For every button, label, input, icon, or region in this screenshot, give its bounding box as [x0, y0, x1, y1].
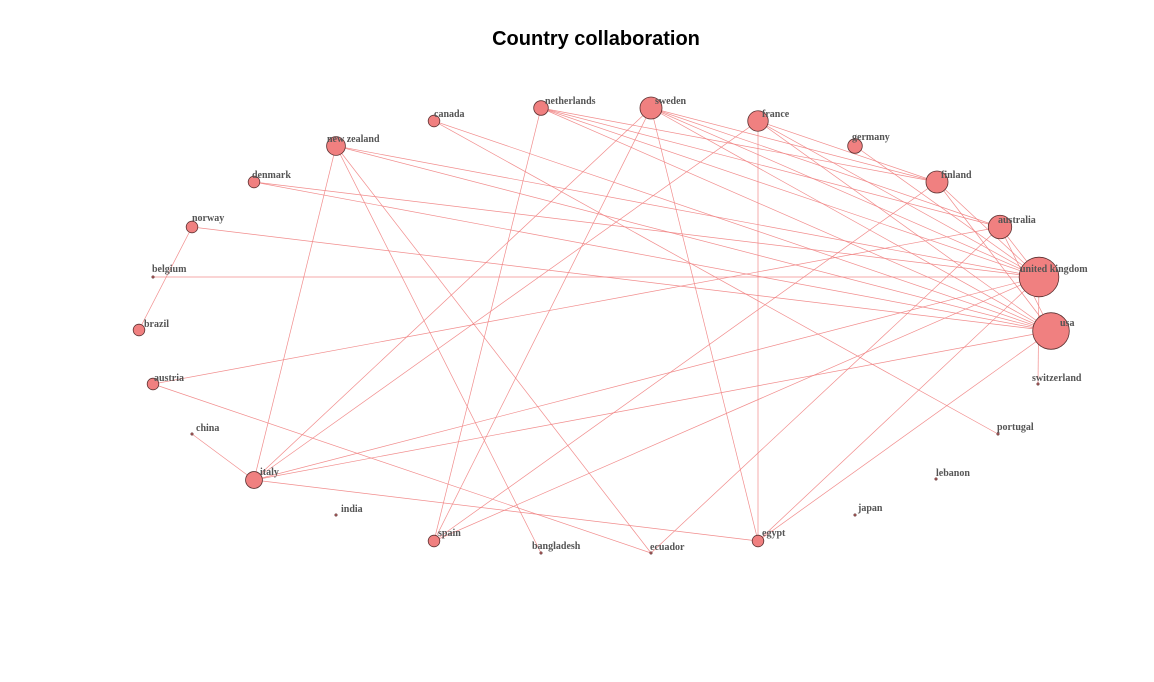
edge-new_zealand-bangladesh [335, 145, 542, 554]
edge-sweden-usa [650, 107, 1052, 332]
edge-usa-norway [191, 226, 1052, 332]
node-netherlands [533, 100, 549, 116]
node-denmark [247, 175, 261, 189]
node-china [190, 432, 194, 436]
node-label-canada: canada [434, 109, 465, 120]
edge-usa-new_zealand [335, 145, 1052, 332]
nodes-layer [132, 96, 1070, 555]
node-label-switzerland: switzerland [1032, 373, 1082, 384]
node-japan [853, 513, 857, 517]
edge-france-italy [253, 120, 759, 481]
edge-netherlands-usa [540, 107, 1052, 332]
edge-new_zealand-italy [253, 145, 337, 481]
node-italy [245, 471, 263, 489]
edge-finland-spain [433, 181, 938, 542]
node-label-new_zealand: new zealand [327, 134, 380, 145]
node-austria [146, 377, 160, 391]
edge-austria-ecuador [152, 383, 652, 554]
edge-sweden-finland [650, 107, 938, 183]
node-label-bangladesh: bangladesh [532, 541, 581, 552]
node-new_zealand [326, 136, 346, 156]
node-india [334, 513, 338, 517]
node-bangladesh [539, 551, 543, 555]
node-label-germany: germany [852, 132, 890, 143]
edge-france-usa [757, 120, 1052, 332]
edge-netherlands-finland [540, 107, 938, 183]
edge-usa-italy [253, 330, 1052, 481]
node-label-belgium: belgium [152, 264, 187, 275]
node-usa [1032, 312, 1070, 350]
node-brazil [132, 323, 146, 337]
node-ecuador [649, 551, 653, 555]
node-norway [185, 220, 199, 234]
node-canada [427, 114, 441, 128]
edge-australia-austria [152, 226, 1001, 385]
node-label-japan: japan [857, 503, 883, 514]
edge-united_kingdom-italy [253, 276, 1040, 481]
node-label-usa: usa [1060, 318, 1074, 329]
edge-united_kingdom-new_zealand [335, 145, 1040, 278]
node-label-spain: spain [438, 528, 461, 539]
edge-france-finland [757, 120, 938, 183]
edge-united_kingdom-egypt [757, 276, 1040, 542]
node-australia [987, 214, 1013, 240]
node-label-italy: italy [260, 467, 279, 478]
edge-new_zealand-ecuador [335, 145, 652, 554]
node-germany [847, 138, 863, 154]
node-label-france: france [762, 109, 790, 120]
node-portugal [996, 432, 1000, 436]
edge-italy-egypt [253, 479, 759, 542]
node-belgium [151, 275, 155, 279]
edge-netherlands-spain [433, 107, 542, 542]
edge-china-italy [191, 433, 255, 481]
edge-netherlands-australia [540, 107, 1001, 228]
edge-sweden-australia [650, 107, 1001, 228]
node-label-denmark: denmark [252, 170, 291, 181]
node-lebanon [934, 477, 938, 481]
edge-sweden-italy [253, 107, 652, 481]
edge-usa-egypt [757, 330, 1052, 542]
edge-germany-united_kingdom [854, 145, 1040, 278]
edge-france-united_kingdom [757, 120, 1040, 278]
edge-usa-canada [433, 120, 1052, 332]
node-spain [427, 534, 441, 548]
edge-usa-denmark [253, 181, 1052, 332]
node-france [747, 110, 769, 132]
node-finland [925, 170, 949, 194]
labels-layer: netherlands sweden france germany finland aus… [144, 96, 1088, 553]
edge-united_kingdom-denmark [253, 181, 1040, 278]
node-egypt [751, 534, 765, 548]
node-label-brazil: brazil [144, 319, 169, 330]
edge-sweden-egypt [650, 107, 759, 542]
node-sweden [639, 96, 663, 120]
node-label-netherlands: netherlands [545, 96, 596, 107]
node-label-lebanon: lebanon [936, 468, 970, 479]
node-label-china: china [196, 423, 219, 434]
edge-netherlands-united_kingdom [540, 107, 1040, 278]
node-label-united_kingdom: united kingdom [1020, 264, 1088, 275]
edge-canada-portugal [433, 120, 999, 435]
node-label-ecuador: ecuador [650, 542, 685, 553]
node-label-finland: finland [941, 170, 972, 181]
edge-sweden-united_kingdom [650, 107, 1040, 278]
edge-norway-brazil [138, 226, 193, 331]
edge-finland-usa [936, 181, 1052, 332]
node-label-norway: norway [192, 213, 224, 224]
node-united_kingdom [1018, 256, 1060, 298]
node-label-australia: australia [998, 215, 1036, 226]
chart-title: Country collaboration [492, 28, 700, 50]
node-label-india: india [341, 504, 363, 515]
node-label-portugal: portugal [997, 422, 1034, 433]
node-label-sweden: sweden [655, 96, 687, 107]
node-label-austria: austria [154, 373, 184, 384]
edge-australia-ecuador [650, 226, 1001, 554]
node-label-egypt: egypt [762, 528, 786, 539]
edge-united_kingdom-spain [433, 276, 1040, 542]
node-switzerland [1036, 382, 1040, 386]
edge-sweden-spain [433, 107, 652, 542]
